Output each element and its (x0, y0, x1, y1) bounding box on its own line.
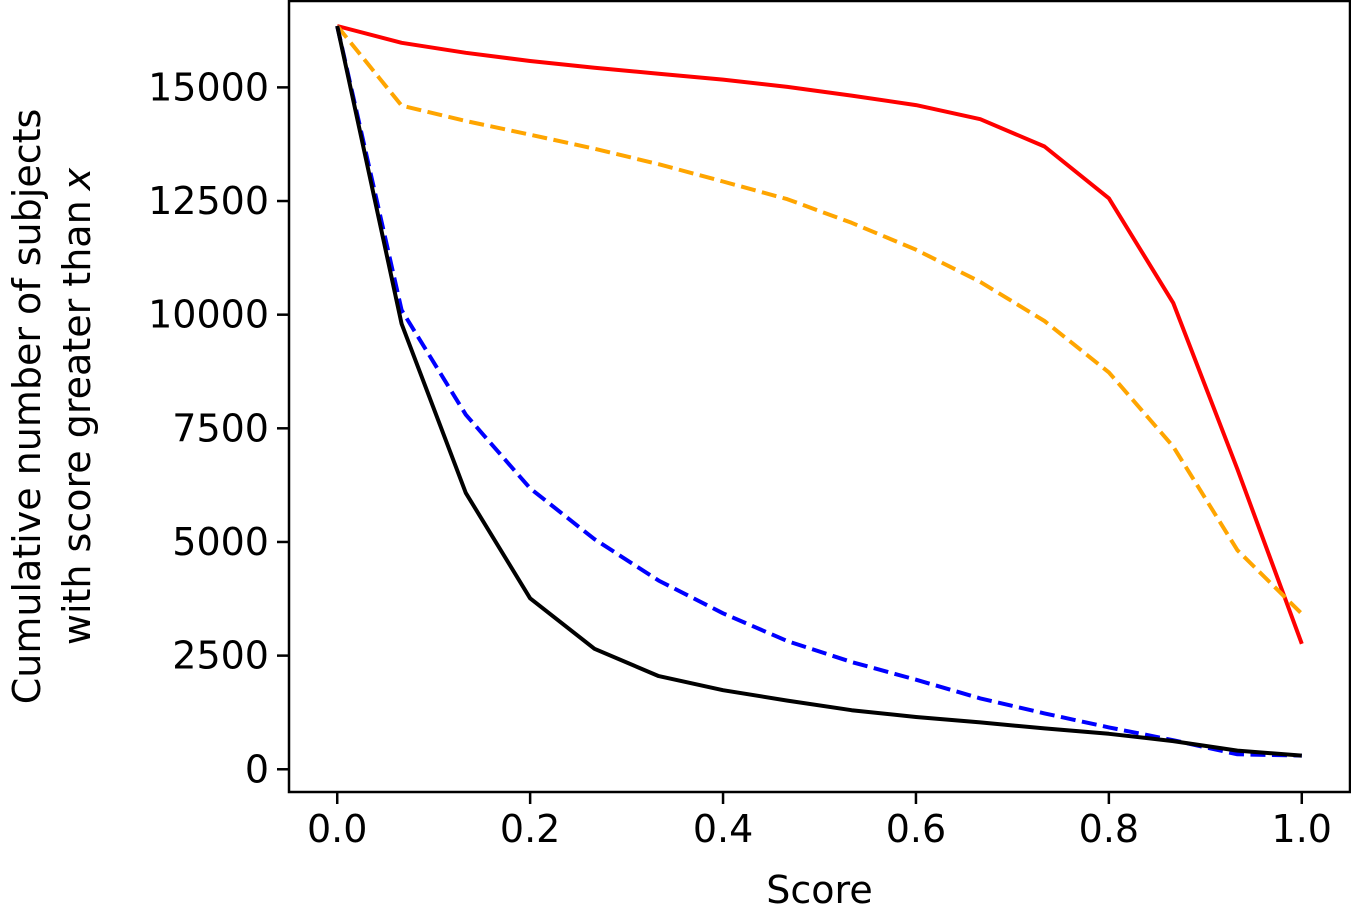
y-tick-label: 2500 (172, 634, 269, 678)
x-tick-label: 0.4 (693, 807, 753, 851)
plot-frame (287, 0, 1351, 794)
y-tick-label: 0 (245, 747, 269, 791)
y-tick-label: 12500 (148, 179, 269, 223)
y-tick-label: 15000 (148, 65, 269, 109)
y-axis-label-line-2-text: with score greater than (55, 200, 99, 645)
x-axis-label: Score (766, 868, 872, 908)
y-tick-label: 10000 (148, 293, 269, 337)
y-axis-label-line-2: with score greater than x (55, 167, 99, 645)
y-axis-label: Cumulative number of subjects with score… (5, 109, 99, 705)
x-axis-ticks: 0.0 0.2 0.4 0.6 0.8 1.0 (307, 792, 1332, 851)
y-tick-label: 7500 (172, 406, 269, 450)
y-axis-label-variable: x (55, 167, 99, 191)
x-tick-label: 0.8 (1079, 807, 1139, 851)
x-tick-label: 1.0 (1272, 807, 1332, 851)
series-line-4 (335, 25, 1302, 758)
y-axis-ticks: 0 2500 5000 7500 10000 12500 15000 (148, 65, 289, 791)
x-tick-label: 0.2 (500, 807, 560, 851)
series-line-1 (336, 24, 1304, 645)
y-tick-label: 5000 (172, 520, 269, 564)
series-layer (335, 24, 1304, 758)
x-tick-label: 0.0 (307, 807, 367, 851)
x-tick-label: 0.6 (886, 807, 946, 851)
series-line-2 (335, 24, 1304, 616)
series-line-3 (335, 25, 1302, 758)
y-axis-label-line-1: Cumulative number of subjects (5, 109, 49, 705)
